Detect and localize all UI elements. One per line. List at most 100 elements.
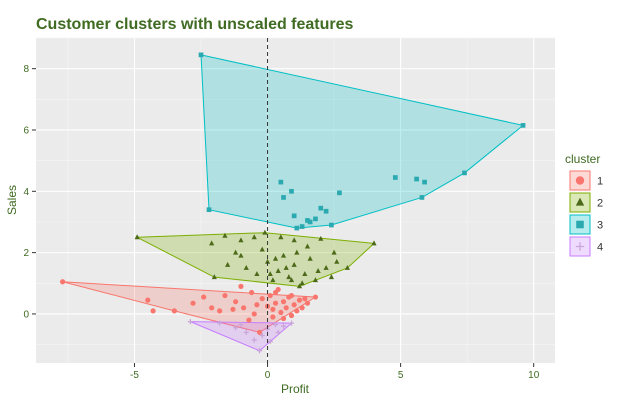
cluster-point-4 <box>187 319 193 325</box>
x-axis-ticks: -5 0 5 10 <box>130 363 540 381</box>
cluster-point-2 <box>238 252 244 258</box>
cluster-point-2 <box>254 271 260 277</box>
cluster-point-2 <box>315 268 321 273</box>
cluster-point-2 <box>238 237 244 243</box>
cluster-point-3 <box>198 52 204 58</box>
cluster-point-1 <box>190 300 196 306</box>
cluster-point-2 <box>331 249 337 255</box>
legend-label-3: 3 <box>597 220 603 232</box>
cluster-hull-3 <box>200 54 525 229</box>
cluster-point-2 <box>243 264 249 270</box>
y-tick-label: 8 <box>23 64 29 75</box>
cluster-point-2 <box>278 234 284 240</box>
cluster-point-1 <box>60 279 66 285</box>
legend-symbol-1 <box>575 176 585 185</box>
cluster-point-2 <box>270 277 276 283</box>
cluster-point-2 <box>264 258 271 264</box>
cluster-point-2 <box>302 271 308 277</box>
cluster-point-1 <box>145 297 151 303</box>
y-axis-title: Sales <box>5 185 19 215</box>
cluster-point-3 <box>305 218 310 223</box>
cluster-point-3 <box>307 219 313 225</box>
x-tick-label: -5 <box>130 370 139 381</box>
legend-label-2: 2 <box>597 198 603 210</box>
cluster-point-4 <box>280 323 287 329</box>
cluster-point-2 <box>259 246 265 252</box>
cluster-point-1 <box>294 308 300 314</box>
cluster-point-2 <box>209 240 215 246</box>
y-tick-label: 0 <box>23 309 29 320</box>
cluster-point-3 <box>294 225 300 231</box>
cluster-point-1 <box>270 314 276 320</box>
cluster-point-1 <box>246 317 252 323</box>
cluster-point-3 <box>323 208 329 214</box>
legend-symbol-2 <box>575 197 585 206</box>
cluster-point-3 <box>419 195 425 200</box>
cluster-point-1 <box>251 311 257 317</box>
cluster-point-4 <box>259 332 265 339</box>
cluster-point-3 <box>318 205 324 211</box>
cluster-point-2 <box>251 234 257 240</box>
cluster-point-2 <box>222 232 228 238</box>
cluster-point-1 <box>267 292 273 299</box>
legend: cluster 1 2 3 4 <box>565 152 603 257</box>
cluster-point-3 <box>462 170 467 176</box>
cluster-point-1 <box>288 292 295 299</box>
y-tick-label: 6 <box>23 125 29 136</box>
cluster-point-1 <box>312 294 319 300</box>
cluster-point-3 <box>281 195 286 200</box>
cluster-point-2 <box>283 264 289 270</box>
cluster-point-2 <box>294 249 300 255</box>
cluster-point-2 <box>304 243 311 249</box>
cluster-point-1 <box>230 306 236 312</box>
cluster-point-1 <box>291 302 297 308</box>
legend-title: cluster <box>565 152 600 166</box>
cluster-point-3 <box>289 188 294 194</box>
cluster-point-2 <box>318 235 324 241</box>
cluster-point-1 <box>150 308 156 314</box>
cluster-point-4 <box>288 320 295 326</box>
x-axis-title: Profit <box>281 382 310 396</box>
cluster-point-3 <box>392 175 398 180</box>
cluster-point-1 <box>238 283 244 289</box>
cluster-point-2 <box>291 237 297 243</box>
cluster-point-2 <box>267 271 273 277</box>
cluster-point-1 <box>272 289 279 296</box>
cluster-point-4 <box>256 348 263 354</box>
cluster-point-1 <box>302 296 308 302</box>
cluster-point-3 <box>278 179 284 185</box>
legend-items: 1 2 3 4 <box>569 170 603 257</box>
cluster-point-2 <box>272 255 279 261</box>
cluster-point-3 <box>329 222 334 228</box>
cluster-point-1 <box>280 315 287 322</box>
cluster-point-1 <box>171 308 177 314</box>
cluster-point-2 <box>291 261 297 267</box>
cluster-point-1 <box>259 296 265 302</box>
cluster-point-2 <box>275 268 281 273</box>
cluster-point-1 <box>233 299 239 305</box>
cluster-point-1 <box>222 292 228 299</box>
cluster-points <box>60 52 526 354</box>
cluster-point-2 <box>312 277 319 283</box>
cluster-point-2 <box>299 280 305 286</box>
cluster-point-1 <box>288 312 295 319</box>
cluster-point-1 <box>248 289 255 296</box>
chart-title: Customer clusters with unscaled features <box>36 16 354 33</box>
cluster-point-3 <box>291 213 297 219</box>
cluster-point-1 <box>254 302 260 308</box>
cluster-point-4 <box>238 322 244 328</box>
grid-minor-lines <box>36 37 555 363</box>
cluster-point-1 <box>241 305 247 311</box>
cluster-point-4 <box>233 325 239 331</box>
cluster-point-4 <box>275 329 281 335</box>
x-tick-label: 0 <box>265 370 271 381</box>
legend-symbol-3 <box>576 220 584 229</box>
cluster-point-1 <box>299 305 305 311</box>
cluster-point-1 <box>272 300 279 306</box>
cluster-point-2 <box>334 258 340 264</box>
cluster-point-2 <box>296 283 303 289</box>
cluster-point-3 <box>414 176 419 182</box>
cluster-point-3 <box>206 207 212 213</box>
cluster-point-2 <box>211 274 217 280</box>
